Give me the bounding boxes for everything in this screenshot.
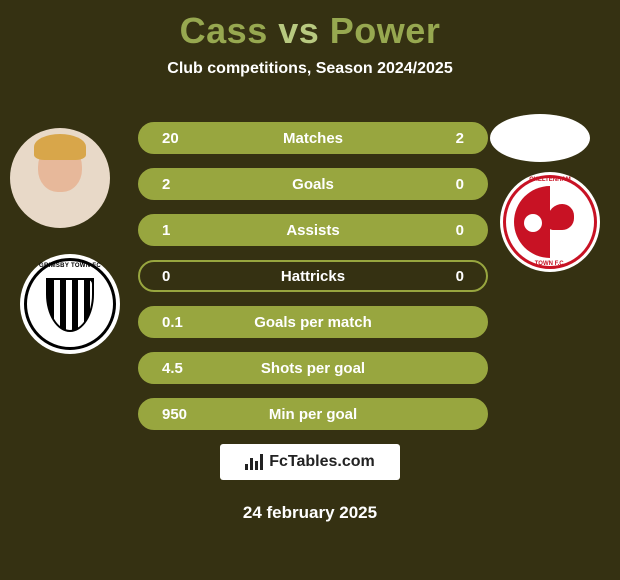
player1-avatar <box>10 128 110 228</box>
stat-label: Matches <box>222 130 404 147</box>
stat-right-value: 0 <box>404 222 464 239</box>
date-label: 24 february 2025 <box>0 503 620 523</box>
stat-row: 2 Goals 0 <box>138 168 488 200</box>
stat-right-value: 0 <box>404 268 464 285</box>
stat-row: 950 Min per goal <box>138 398 488 430</box>
brand-text: FcTables.com <box>269 453 375 471</box>
stat-left-value: 0 <box>162 268 222 285</box>
crest-ball-icon <box>524 214 542 232</box>
stat-left-value: 1 <box>162 222 222 239</box>
stat-row: 4.5 Shots per goal <box>138 352 488 384</box>
stat-label: Min per goal <box>222 406 404 423</box>
crest-left-text: GRIMSBY TOWN FC <box>20 263 120 269</box>
crest-right-text-top: CHELTENHAM <box>500 177 600 183</box>
stat-right-value: 2 <box>404 130 464 147</box>
stat-label: Hattricks <box>222 268 404 285</box>
stat-label: Goals per match <box>222 314 404 331</box>
crest-inner <box>514 186 586 258</box>
stat-row: 1 Assists 0 <box>138 214 488 246</box>
stat-left-value: 0.1 <box>162 314 222 331</box>
player2-name: Power <box>330 10 441 51</box>
brand-bars-icon <box>245 454 263 470</box>
player2-avatar <box>490 114 590 162</box>
stat-label: Shots per goal <box>222 360 404 377</box>
player1-name: Cass <box>180 10 268 51</box>
subtitle: Club competitions, Season 2024/2025 <box>0 60 620 78</box>
stat-left-value: 950 <box>162 406 222 423</box>
stat-left-value: 4.5 <box>162 360 222 377</box>
stat-row: 0 Hattricks 0 <box>138 260 488 292</box>
stat-label: Assists <box>222 222 404 239</box>
vs-label: vs <box>278 10 319 51</box>
stat-label: Goals <box>222 176 404 193</box>
stat-row: 20 Matches 2 <box>138 122 488 154</box>
player2-club-crest: CHELTENHAM TOWN F.C. <box>500 172 600 272</box>
stat-left-value: 20 <box>162 130 222 147</box>
player1-club-crest: GRIMSBY TOWN FC <box>20 254 120 354</box>
brand-badge: FcTables.com <box>220 444 400 480</box>
crest-right-text-bottom: TOWN F.C. <box>500 261 600 267</box>
comparison-title: Cass vs Power <box>0 0 620 52</box>
stat-row: 0.1 Goals per match <box>138 306 488 338</box>
stat-right-value: 0 <box>404 176 464 193</box>
stats-table: 20 Matches 2 2 Goals 0 1 Assists 0 0 Hat… <box>138 122 488 444</box>
crest-bird-icon <box>548 204 574 230</box>
stat-left-value: 2 <box>162 176 222 193</box>
